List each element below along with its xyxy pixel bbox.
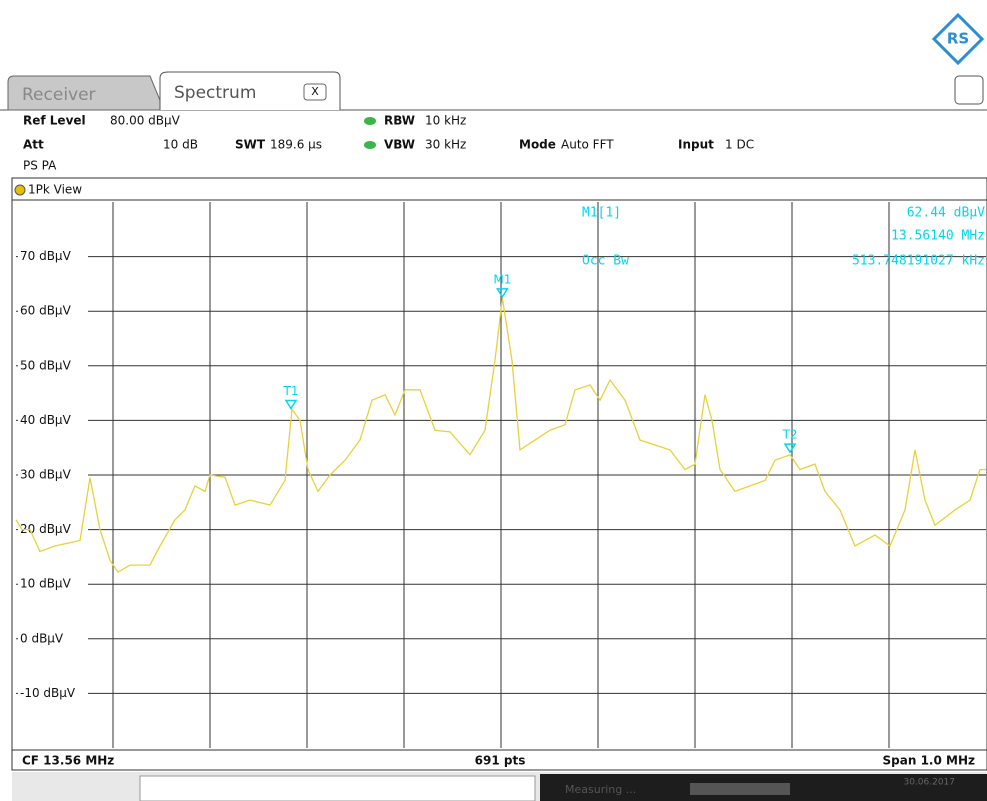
tick-label-bg: [18, 467, 88, 483]
marker-label: T1: [283, 384, 299, 398]
close-button[interactable]: [303, 83, 327, 101]
footer-span: Span 1.0 MHz: [883, 754, 975, 768]
tick-label-bg: [18, 303, 88, 320]
label: VBW: [384, 138, 415, 152]
value: 30 kHz: [425, 138, 466, 152]
close-label[interactable]: X: [311, 85, 319, 98]
indicator: [364, 117, 376, 125]
tick-label-bg: [18, 357, 88, 374]
label: RBW: [384, 114, 415, 128]
y-tick-label: 0 dBµV: [20, 631, 64, 645]
marker: [783, 443, 797, 454]
footer-cf: CF 13.56 MHz: [22, 754, 114, 768]
status-date: 30.06.2017: [903, 778, 955, 788]
y-tick-label: 70 dBµV: [20, 249, 72, 263]
progress: [690, 783, 790, 795]
y-tick-label: 60 dBµV: [20, 304, 72, 318]
view-title: 1Pk View: [28, 183, 82, 197]
marker: [284, 399, 298, 410]
svg-text:RS: RS: [947, 30, 969, 48]
label: SWT: [235, 138, 266, 152]
value: 10 kHz: [425, 114, 466, 128]
logo: RS: [931, 12, 985, 66]
plot: 70 dBµV 60 dBµV 50 dBµV 40 dBµV 30 dBµV 20 dB…: [15, 202, 986, 748]
settings: Ref Level 80.00 dBµV Att 10 dB SWT 189.6…: [23, 114, 754, 173]
label: Ref Level: [23, 114, 86, 128]
y-tick-label: 30 dBµV: [20, 468, 72, 482]
marker: [496, 288, 509, 299]
y-tick-label: 40 dBµV: [20, 413, 72, 427]
y-tick-label: 50 dBµV: [20, 358, 72, 372]
tick-label-bg: [18, 412, 88, 429]
tick-label-bg: [18, 248, 88, 265]
value: PS PA: [23, 159, 57, 173]
status-state: Measuring ...: [565, 783, 636, 796]
value: 80.00 dBµV: [110, 114, 181, 128]
tick-label-bg: [18, 521, 88, 538]
value: 10 dB: [163, 138, 198, 152]
readout-marker: M1[1]: [582, 206, 621, 221]
footer-pts: 691 pts: [475, 754, 526, 768]
tick-label-bg: [18, 576, 88, 593]
y-tick-label: 10 dBµV: [20, 577, 72, 591]
label: Input: [678, 138, 714, 152]
tick-label-bg: [18, 685, 88, 702]
trace: [15, 297, 986, 574]
value: Auto FFT: [561, 138, 614, 152]
readout-occ-label: Occ Bw: [582, 254, 629, 269]
value: 189.6 µs: [270, 138, 322, 152]
readout-occ: 513.748191027 kHz: [852, 254, 985, 269]
menu-button[interactable]: [954, 75, 984, 105]
marker-label: T2: [782, 428, 798, 442]
marker-label: M1: [493, 272, 511, 286]
y-tick-label: 20 dBµV: [20, 522, 72, 536]
label: Mode: [519, 138, 556, 152]
status-field: [139, 775, 536, 801]
tab-label[interactable]: Spectrum: [174, 83, 256, 103]
value: 1 DC: [725, 138, 754, 152]
tick-label-bg: [18, 630, 88, 647]
readout-level: 62.44 dBµV: [907, 206, 985, 221]
plot-frame: [11, 177, 987, 771]
readout-freq: 13.56140 MHz: [891, 229, 985, 244]
tab-label[interactable]: Receiver: [22, 85, 96, 105]
tab-receiver[interactable]: [7, 75, 165, 111]
tab-spectrum[interactable]: [159, 71, 341, 110]
trace-indicator: [14, 184, 26, 196]
indicator: [364, 141, 376, 149]
label: Att: [23, 138, 44, 152]
y-tick-label: -10 dBµV: [20, 686, 76, 700]
